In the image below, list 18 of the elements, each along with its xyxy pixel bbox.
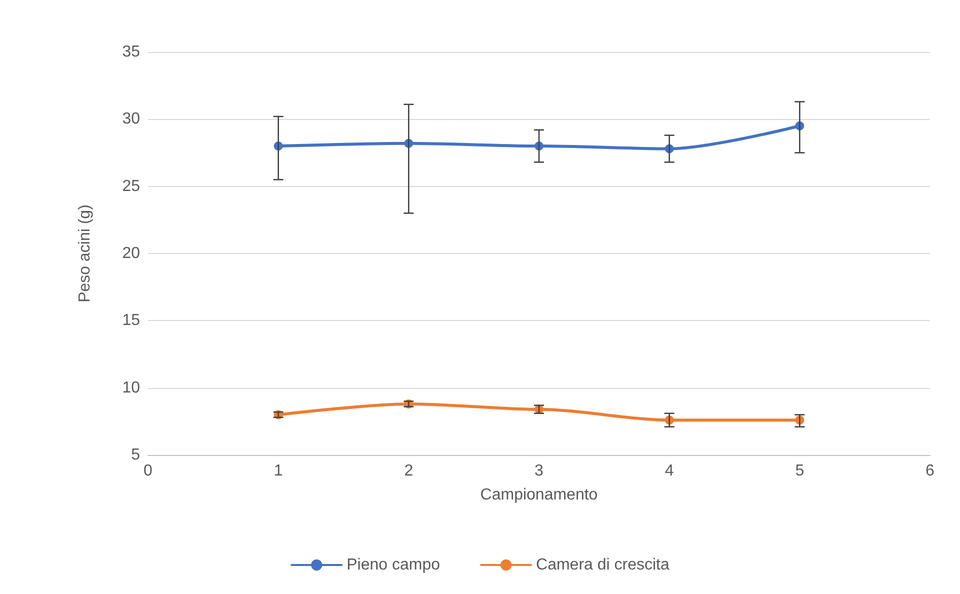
x-axis-title: Campionamento bbox=[480, 486, 598, 504]
y-tick-label: 25 bbox=[122, 178, 140, 195]
y-tick-label: 30 bbox=[122, 110, 140, 128]
y-tick-label: 15 bbox=[122, 312, 140, 330]
x-tick-label: 4 bbox=[664, 462, 674, 480]
x-tick-label: 2 bbox=[404, 462, 414, 480]
y-tick-label: 20 bbox=[122, 245, 140, 262]
x-tick-label: 6 bbox=[926, 462, 935, 480]
x-tick-label: 3 bbox=[534, 462, 544, 480]
y-axis-title: Peso acini (g) bbox=[76, 204, 94, 302]
x-tick-label: 0 bbox=[144, 462, 153, 480]
y-tick-label: 10 bbox=[122, 379, 140, 396]
legend-label: Camera di crescita bbox=[536, 556, 670, 574]
y-tick-label: 5 bbox=[131, 446, 140, 464]
x-tick-label: 1 bbox=[274, 462, 283, 480]
x-tick-label: 5 bbox=[795, 462, 804, 480]
legend-label: Pieno campo bbox=[346, 556, 440, 574]
y-tick-label: 35 bbox=[122, 44, 140, 60]
